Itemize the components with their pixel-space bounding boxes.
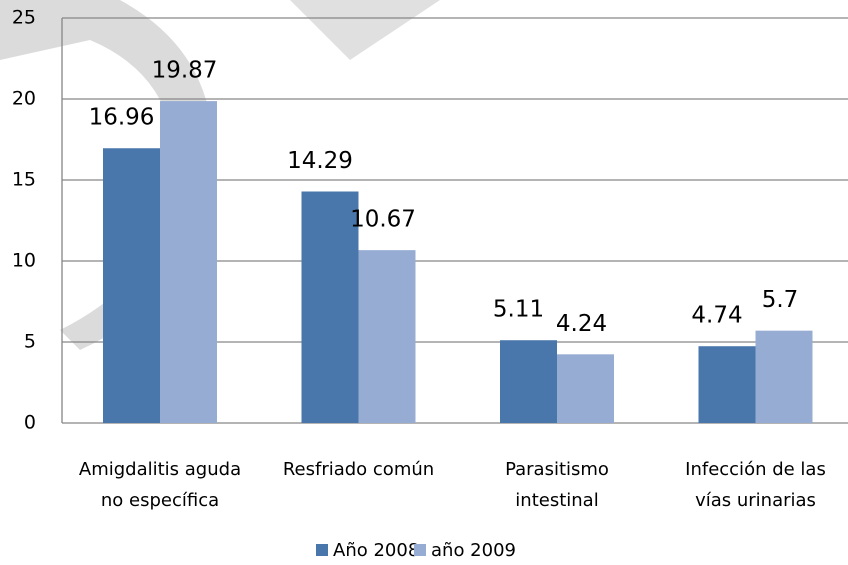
data-label: 10.67 — [350, 207, 416, 233]
legend-swatch — [414, 544, 426, 556]
x-tick-label: intestinal — [515, 490, 598, 511]
y-tick-label: 10 — [12, 250, 36, 272]
bar — [358, 250, 416, 423]
y-tick-label: 0 — [24, 412, 36, 434]
y-tick-label: 20 — [12, 88, 36, 110]
x-tick-label: Parasitismo — [505, 459, 609, 480]
legend-label: Año 2008 — [333, 540, 419, 561]
bar — [301, 191, 359, 423]
data-label: 5.7 — [762, 287, 799, 313]
data-label: 19.87 — [152, 58, 218, 84]
bar — [557, 354, 614, 423]
x-tick-label: Infección de las — [685, 459, 826, 480]
data-label: 5.11 — [493, 297, 544, 323]
bar — [160, 101, 217, 423]
x-tick-label: Amigdalitis aguda — [79, 459, 241, 480]
legend-label: año 2009 — [431, 540, 516, 561]
bar — [103, 148, 160, 424]
x-tick-label: Resfriado común — [283, 459, 434, 480]
x-tick-label: vías urinarias — [695, 490, 816, 511]
watermark — [290, 0, 440, 60]
bar — [698, 346, 756, 423]
x-tick-label: no específica — [101, 490, 219, 511]
y-tick-label: 25 — [12, 7, 36, 29]
legend-swatch — [316, 544, 328, 556]
bar — [500, 340, 557, 423]
data-label: 16.96 — [89, 105, 155, 131]
y-tick-label: 15 — [12, 169, 36, 191]
data-label: 4.74 — [691, 303, 742, 329]
y-tick-label: 5 — [24, 331, 36, 353]
data-label: 14.29 — [287, 148, 353, 174]
bar — [755, 330, 813, 423]
data-label: 4.24 — [556, 311, 607, 337]
